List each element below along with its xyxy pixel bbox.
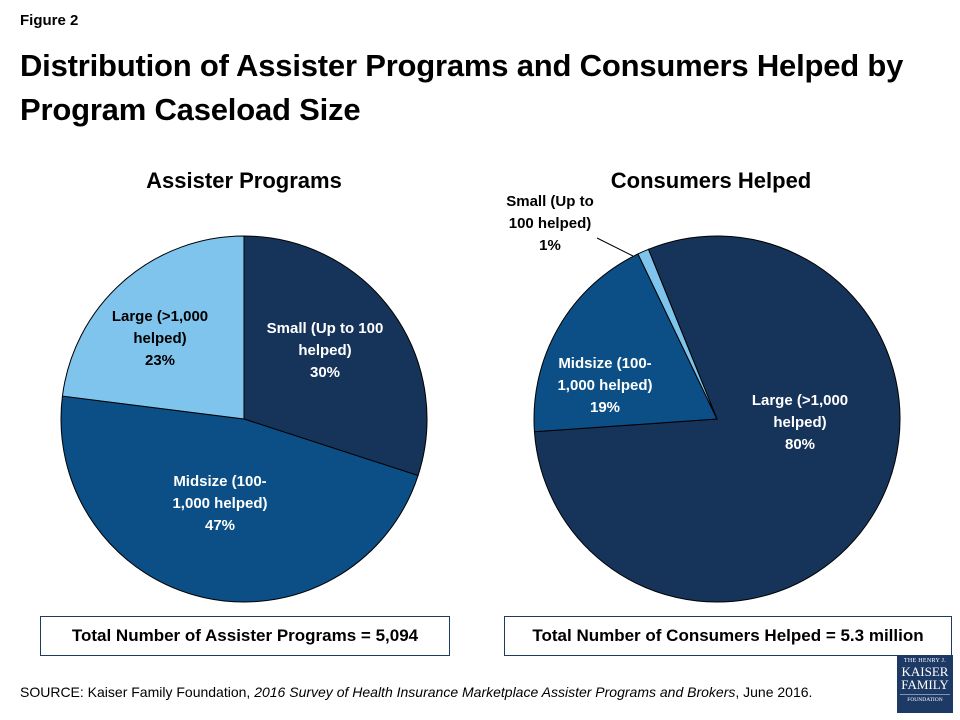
logo-line: KAISER (901, 664, 949, 679)
pie-slice-small (243, 235, 428, 477)
label-line: helped) (773, 414, 827, 431)
logo-line: FOUNDATION (900, 694, 950, 703)
pie-consumers-helped (533, 235, 901, 603)
total-consumers-helped: Total Number of Consumers Helped = 5.3 m… (504, 616, 952, 656)
label-value: 30% (309, 364, 341, 381)
source-prefix: SOURCE: Kaiser Family Foundation, (20, 684, 255, 700)
label-value: 23% (144, 352, 176, 369)
label-line: Midsize (100- (173, 473, 267, 490)
pie-slice-large (61, 235, 245, 420)
source-title: 2016 Survey of Health Insurance Marketpl… (254, 684, 736, 700)
pie-slice-midsize (533, 253, 718, 433)
source-note: SOURCE: Kaiser Family Foundation, 2016 S… (20, 684, 812, 700)
pie-title-assister-programs: Assister Programs (146, 168, 342, 193)
label-value: 80% (784, 436, 816, 453)
pie-slice-midsize (60, 395, 419, 603)
pie-assister-programs (60, 235, 428, 603)
label-line: 100 helped) (508, 215, 592, 232)
slice-label-large: Large (>1,000 helped) 23% (90, 306, 230, 372)
logo-line: FAMILY (901, 677, 949, 692)
logo-line: THE HENRY J. (903, 658, 947, 664)
label-line: Small (Up to 100 (266, 320, 384, 337)
kff-logo: THE HENRY J. KAISER FAMILY FOUNDATION (897, 655, 953, 713)
slice-label-small: Small (Up to 100 helped) 1% (490, 191, 610, 257)
slice-label-midsize: Midsize (100- 1,000 helped) 19% (535, 353, 675, 419)
label-value: 19% (589, 399, 621, 416)
label-line: Small (Up to (506, 193, 594, 210)
label-line: 1,000 helped) (172, 495, 268, 512)
slice-label-small: Small (Up to 100 helped) 30% (240, 318, 410, 384)
label-line: 1,000 helped) (557, 377, 653, 394)
slice-label-midsize: Midsize (100- 1,000 helped) 47% (140, 471, 300, 537)
chart-title: Distribution of Assister Programs and Co… (20, 48, 904, 127)
label-line: Large (>1,000 (751, 392, 849, 409)
figure-label: Figure 2 (20, 12, 79, 29)
slice-label-large: Large (>1,000 helped) 80% (720, 390, 880, 456)
total-assister-programs: Total Number of Assister Programs = 5,09… (40, 616, 450, 656)
label-line: Midsize (100- (558, 355, 652, 372)
leader-line-small (596, 237, 634, 257)
label-line: helped) (133, 330, 187, 347)
label-line: helped) (298, 342, 352, 359)
label-value: 1% (539, 237, 561, 254)
label-value: 47% (204, 517, 236, 534)
source-suffix: , June 2016. (735, 684, 813, 700)
label-line: Large (>1,000 (111, 308, 209, 325)
pie-slice-small (637, 248, 718, 420)
pie-title-consumers-helped: Consumers Helped (610, 168, 812, 193)
